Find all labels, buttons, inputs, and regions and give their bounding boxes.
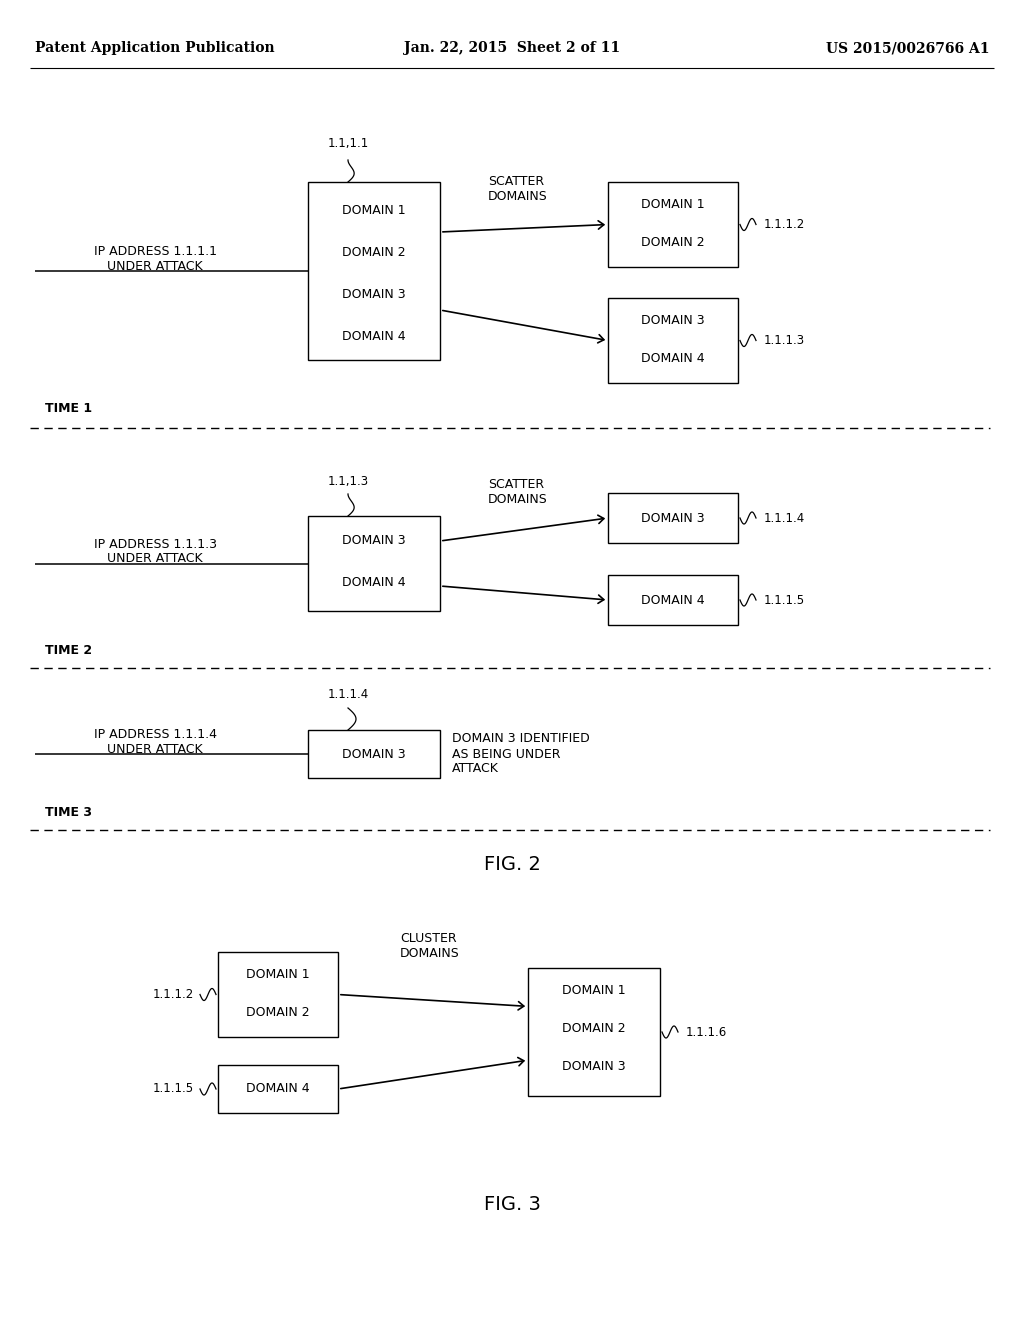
Bar — [608, 576, 738, 624]
Text: DOMAIN 4: DOMAIN 4 — [641, 594, 705, 606]
Text: 1.1.1.3: 1.1.1.3 — [764, 334, 805, 347]
Text: DOMAIN 4: DOMAIN 4 — [342, 330, 406, 342]
Text: 1.1.1.2: 1.1.1.2 — [153, 987, 194, 1001]
Text: TIME 2: TIME 2 — [45, 644, 92, 656]
Text: CLUSTER
DOMAINS: CLUSTER DOMAINS — [400, 932, 460, 960]
Text: SCATTER
DOMAINS: SCATTER DOMAINS — [488, 478, 548, 506]
Text: US 2015/0026766 A1: US 2015/0026766 A1 — [826, 41, 990, 55]
Text: 1.1,1.1: 1.1,1.1 — [328, 137, 369, 150]
Text: FIG. 3: FIG. 3 — [483, 1196, 541, 1214]
Bar — [308, 182, 440, 360]
Text: DOMAIN 3: DOMAIN 3 — [641, 511, 705, 524]
Text: TIME 3: TIME 3 — [45, 805, 92, 818]
Text: DOMAIN 2: DOMAIN 2 — [641, 235, 705, 248]
Text: DOMAIN 4: DOMAIN 4 — [342, 577, 406, 590]
Bar — [218, 1065, 338, 1113]
Text: 1.1.1.2: 1.1.1.2 — [764, 218, 805, 231]
Text: DOMAIN 3: DOMAIN 3 — [342, 288, 406, 301]
Text: DOMAIN 3 IDENTIFIED
AS BEING UNDER
ATTACK: DOMAIN 3 IDENTIFIED AS BEING UNDER ATTAC… — [452, 733, 590, 776]
Text: IP ADDRESS 1.1.1.3
UNDER ATTACK: IP ADDRESS 1.1.1.3 UNDER ATTACK — [93, 537, 216, 565]
Text: DOMAIN 1: DOMAIN 1 — [246, 968, 310, 981]
Bar — [308, 516, 440, 611]
Text: DOMAIN 2: DOMAIN 2 — [246, 1006, 310, 1019]
Text: DOMAIN 3: DOMAIN 3 — [641, 314, 705, 326]
Text: Patent Application Publication: Patent Application Publication — [35, 41, 274, 55]
Text: DOMAIN 1: DOMAIN 1 — [641, 198, 705, 210]
Text: DOMAIN 4: DOMAIN 4 — [246, 1082, 310, 1096]
Text: DOMAIN 2: DOMAIN 2 — [562, 1022, 626, 1035]
Bar — [608, 298, 738, 383]
Text: TIME 1: TIME 1 — [45, 401, 92, 414]
Text: IP ADDRESS 1.1.1.1
UNDER ATTACK: IP ADDRESS 1.1.1.1 UNDER ATTACK — [93, 246, 216, 273]
Text: Jan. 22, 2015  Sheet 2 of 11: Jan. 22, 2015 Sheet 2 of 11 — [403, 41, 621, 55]
Text: FIG. 2: FIG. 2 — [483, 855, 541, 874]
Bar — [528, 968, 660, 1096]
Text: DOMAIN 3: DOMAIN 3 — [342, 535, 406, 548]
Text: IP ADDRESS 1.1.1.4
UNDER ATTACK: IP ADDRESS 1.1.1.4 UNDER ATTACK — [93, 729, 216, 756]
Text: DOMAIN 1: DOMAIN 1 — [342, 203, 406, 216]
Text: DOMAIN 2: DOMAIN 2 — [342, 246, 406, 259]
Bar — [608, 492, 738, 543]
Text: DOMAIN 1: DOMAIN 1 — [562, 983, 626, 997]
Text: 1.1.1.6: 1.1.1.6 — [686, 1026, 727, 1039]
Text: DOMAIN 3: DOMAIN 3 — [562, 1060, 626, 1072]
Bar — [608, 182, 738, 267]
Text: DOMAIN 3: DOMAIN 3 — [342, 747, 406, 760]
Text: 1.1.1.4: 1.1.1.4 — [764, 511, 805, 524]
Text: 1.1,1.3: 1.1,1.3 — [328, 474, 369, 487]
Text: 1.1.1.5: 1.1.1.5 — [764, 594, 805, 606]
Text: DOMAIN 4: DOMAIN 4 — [641, 351, 705, 364]
Text: 1.1.1.4: 1.1.1.4 — [328, 689, 369, 701]
Bar — [308, 730, 440, 777]
Text: SCATTER
DOMAINS: SCATTER DOMAINS — [488, 176, 548, 203]
Text: 1.1.1.5: 1.1.1.5 — [153, 1082, 194, 1096]
Bar — [218, 952, 338, 1038]
